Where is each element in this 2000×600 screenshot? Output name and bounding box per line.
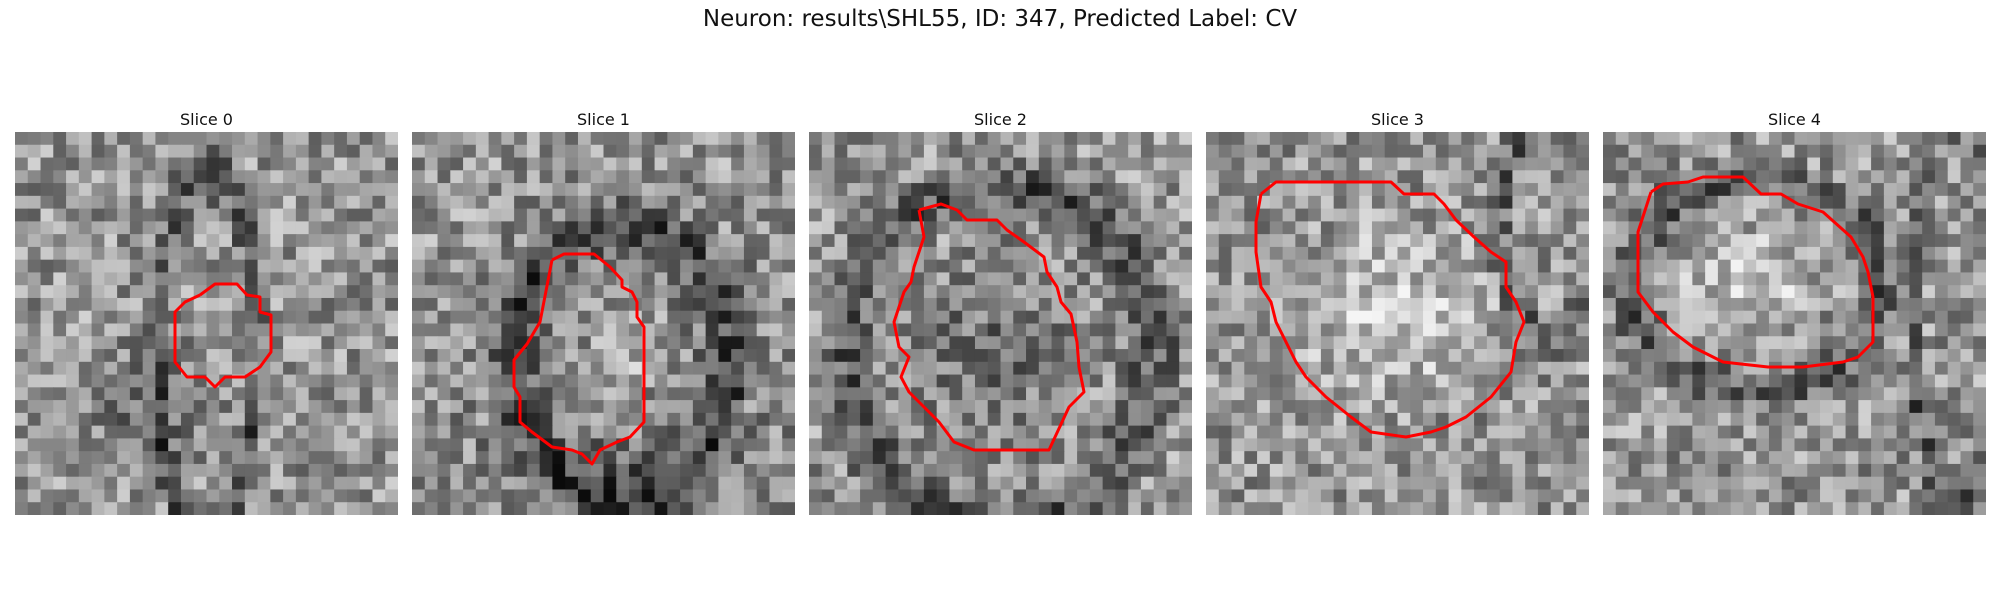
slice-panel-3: Slice 3 <box>1206 108 1589 515</box>
slice-panel-0: Slice 0 <box>15 108 398 515</box>
slice-title: Slice 0 <box>180 110 233 129</box>
slice-image <box>809 132 1192 515</box>
neuron-contour <box>1636 175 1875 369</box>
microscopy-pixels <box>1603 132 1986 515</box>
slice-panel-2: Slice 2 <box>809 108 1192 515</box>
slice-image <box>1603 132 1986 515</box>
slice-title: Slice 4 <box>1768 110 1821 129</box>
microscopy-pixels <box>412 132 795 515</box>
microscopy-pixels <box>1206 132 1589 515</box>
slice-image <box>412 132 795 515</box>
neuron-contour <box>173 282 273 389</box>
neuron-contour <box>1254 180 1526 439</box>
slice-image <box>1206 132 1589 515</box>
slice-panel-4: Slice 4 <box>1603 108 1986 515</box>
slice-title: Slice 2 <box>974 110 1027 129</box>
microscopy-pixels <box>809 132 1192 515</box>
neuron-contour <box>512 252 646 466</box>
slice-title: Slice 3 <box>1371 110 1424 129</box>
slice-title: Slice 1 <box>577 110 630 129</box>
microscopy-pixels <box>15 132 398 515</box>
slice-image <box>15 132 398 515</box>
figure-title: Neuron: results\SHL55, ID: 347, Predicte… <box>702 6 1298 32</box>
slice-panel-1: Slice 1 <box>412 108 795 515</box>
neuron-contour <box>892 202 1086 452</box>
